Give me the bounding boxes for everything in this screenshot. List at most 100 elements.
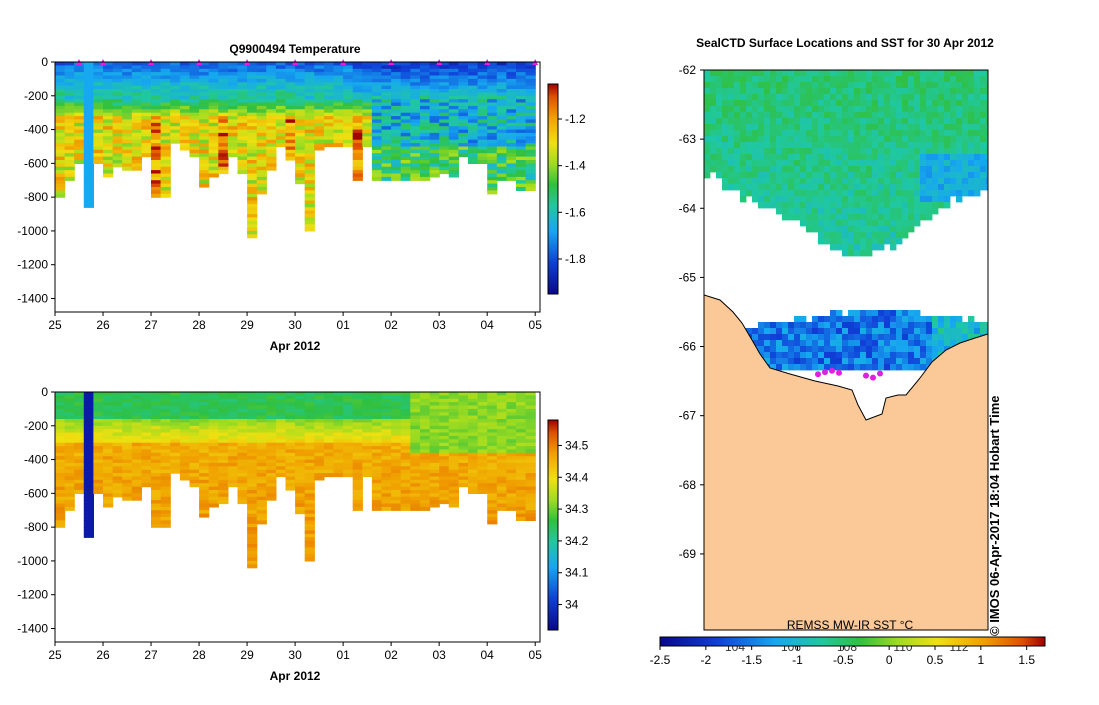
sst-cell [776, 130, 782, 136]
sst-cell [860, 154, 866, 160]
sst-cell [836, 346, 842, 352]
sst-cell [722, 118, 728, 124]
sst-cell [788, 76, 794, 82]
sst-cell [782, 190, 788, 196]
temperature-cell [516, 126, 526, 130]
sst-cell [950, 334, 956, 340]
temperature-cell [55, 190, 65, 194]
sst-cell [842, 88, 848, 94]
sst-cell [710, 112, 716, 118]
sst-cell [962, 94, 968, 100]
sst-cell [800, 316, 806, 322]
salinity-cell [199, 426, 209, 430]
sst-cell [902, 208, 908, 214]
salinity-cell [266, 466, 276, 470]
temperature-cell [93, 133, 103, 137]
salinity-cell [257, 520, 267, 524]
sst-cell [866, 322, 872, 328]
temperature-cell [334, 140, 344, 144]
sst-cell [968, 88, 974, 94]
sst-cell [866, 154, 872, 160]
salinity-cell [497, 466, 507, 470]
temperature-cell [199, 184, 209, 188]
salinity-cell [372, 426, 382, 430]
sst-cell [920, 190, 926, 196]
sst-cell [854, 322, 860, 328]
sst-cell [896, 88, 902, 94]
sst-cell [800, 112, 806, 118]
sst-cell [860, 220, 866, 226]
sst-cell [800, 118, 806, 124]
sst-cell [848, 70, 854, 76]
salinity-cell [74, 453, 84, 457]
sst-cell [752, 190, 758, 196]
sst-cell [800, 334, 806, 340]
sst-cell [818, 226, 824, 232]
salinity-cell [286, 466, 296, 470]
salinity-cell [132, 453, 142, 457]
salinity-cell [449, 480, 459, 484]
temperature-cell [286, 157, 296, 161]
sst-cell [890, 322, 896, 328]
sst-cell [878, 232, 884, 238]
salinity-cell [353, 426, 363, 430]
sst-cell [932, 322, 938, 328]
temperature-cell [257, 180, 267, 184]
sst-cell [818, 208, 824, 214]
salinity-cell [266, 426, 276, 430]
sst-cell [836, 358, 842, 364]
sst-cell [800, 346, 806, 352]
sst-cell [704, 142, 710, 148]
sst-cell [902, 178, 908, 184]
sst-cell [746, 142, 752, 148]
sst-cell [890, 244, 896, 250]
temperature-cell [372, 153, 382, 157]
salinity-cell [439, 466, 449, 470]
salinity-cell [295, 439, 305, 443]
sst-cell [866, 202, 872, 208]
sst-cell [776, 136, 782, 142]
sst-cell [818, 358, 824, 364]
sst-cell [812, 322, 818, 328]
sst-cell [860, 118, 866, 124]
salinity-cell [122, 480, 132, 484]
sst-cell [842, 334, 848, 340]
sst-cell [860, 136, 866, 142]
temperature-cell [257, 126, 267, 130]
sst-cell [938, 88, 944, 94]
sst-cell [758, 184, 764, 190]
sst-cell [968, 322, 974, 328]
sst-cell [914, 130, 920, 136]
sst-cell [710, 130, 716, 136]
sst-cell [860, 238, 866, 244]
sst-cell [950, 112, 956, 118]
temperature-cell [286, 133, 296, 137]
temperature-cell [295, 180, 305, 184]
salinity-cell [84, 534, 94, 538]
sst-cell [968, 70, 974, 76]
sst-cell [974, 166, 980, 172]
sst-cell [884, 118, 890, 124]
sst-cell [884, 334, 890, 340]
sst-cell [734, 130, 740, 136]
salinity-cell [228, 453, 238, 457]
sst-cell [812, 226, 818, 232]
sst-cell [812, 154, 818, 160]
sst-cell [788, 352, 794, 358]
sst-cell [776, 160, 782, 166]
temperature-cell [382, 140, 392, 144]
sst-cell [950, 184, 956, 190]
temperature-cell [305, 228, 315, 232]
temperature-cell [295, 140, 305, 144]
sst-cell [914, 142, 920, 148]
sst-cell [728, 166, 734, 172]
sst-cell [932, 118, 938, 124]
salinity-cell [487, 520, 497, 524]
sst-cell [920, 130, 926, 136]
sst-cell [914, 94, 920, 100]
sst-cell [884, 88, 890, 94]
temperature-cell [190, 153, 200, 157]
sst-cell [896, 160, 902, 166]
sst-cell [722, 82, 728, 88]
sst-cell [926, 172, 932, 178]
